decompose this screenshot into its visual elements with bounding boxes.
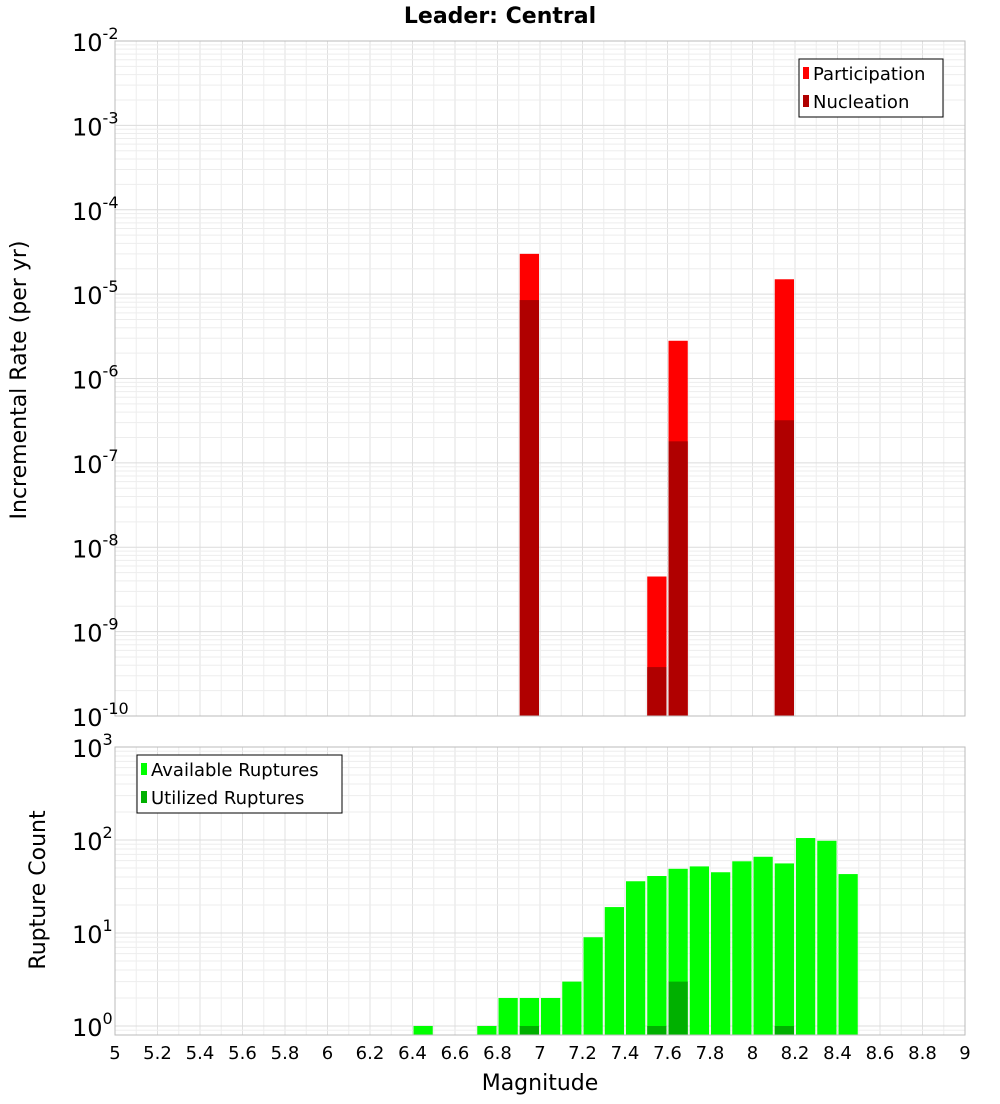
count-bar-available-ruptures xyxy=(541,997,561,1035)
count-bar-available-ruptures xyxy=(689,866,709,1035)
rate-y-tick-label: 10-7 xyxy=(72,446,119,479)
x-tick-label: 5 xyxy=(109,1043,120,1064)
rate-bars xyxy=(519,253,794,716)
rate-legend-swatch xyxy=(803,95,809,107)
rate-y-tick-label: 10-3 xyxy=(72,108,119,141)
bottom-y-axis-label: Rupture Count xyxy=(26,810,51,970)
x-tick-label: 6 xyxy=(322,1043,333,1064)
rate-legend-box xyxy=(798,58,944,118)
count-bar-available-ruptures xyxy=(817,840,837,1035)
count-bar-available-ruptures xyxy=(711,872,731,1035)
rate-bar-nucleation xyxy=(647,667,667,716)
rate-bar-nucleation xyxy=(519,300,539,716)
x-tick-label: 6.4 xyxy=(398,1043,427,1064)
rate-y-tick-label: 10-2 xyxy=(72,24,119,57)
x-tick-label: 8.2 xyxy=(781,1043,810,1064)
top-y-axis-label: Incremental Rate (per yr) xyxy=(7,241,32,520)
count-bar-available-ruptures xyxy=(583,937,603,1035)
x-tick-label: 6.2 xyxy=(356,1043,385,1064)
rate-plot-border xyxy=(114,40,966,717)
x-axis-label: Magnitude xyxy=(482,1071,599,1096)
count-y-tick-label: 101 xyxy=(72,916,113,949)
x-tick-label: 6.8 xyxy=(483,1043,512,1064)
count-bar-available-ruptures xyxy=(732,861,752,1035)
rate-y-tick-label: 10-6 xyxy=(72,362,119,395)
count-bar-utilized-ruptures xyxy=(647,1025,667,1035)
x-ticks: 5 5.2 5.4 5.6 5.8 6 6.2 6.4 6.6 6.8 7 7.2 7.4 7.6 7.8 8… xyxy=(109,1043,970,1064)
x-tick-label: 8.6 xyxy=(866,1043,895,1064)
rate-legend-label: Participation xyxy=(813,64,925,85)
x-tick-label: 5.4 xyxy=(186,1043,215,1064)
rate-y-tick-label: 10-5 xyxy=(72,277,119,310)
count-bar-available-ruptures xyxy=(413,1025,433,1035)
x-tick-label: 5.6 xyxy=(228,1043,257,1064)
count-bar-available-ruptures xyxy=(796,838,816,1035)
x-tick-label: 7.2 xyxy=(568,1043,597,1064)
count-legend-box xyxy=(136,754,343,814)
x-tick-label: 7.4 xyxy=(611,1043,640,1064)
rate-legend: Participation Nucleation xyxy=(798,58,944,118)
count-bar-utilized-ruptures xyxy=(519,1025,539,1035)
count-bar-available-ruptures xyxy=(753,856,773,1035)
rate-legend-label: Nucleation xyxy=(813,92,909,113)
x-tick-label: 5.8 xyxy=(271,1043,300,1064)
count-plot-border xyxy=(114,746,966,1036)
rate-legend-swatch xyxy=(803,67,809,79)
count-bar-available-ruptures xyxy=(626,881,646,1035)
rate-y-tick-label: 10-9 xyxy=(72,615,119,648)
count-bar-available-ruptures xyxy=(774,863,794,1035)
rate-panel: 10-10 10-9 10-8 10-7 10-6 10-5 10-4 10-3 10-2 Par… xyxy=(72,24,966,732)
x-tick-label: 9 xyxy=(959,1043,970,1064)
x-tick-label: 8 xyxy=(747,1043,758,1064)
count-legend-swatch xyxy=(141,791,147,803)
rate-bar-nucleation xyxy=(774,420,794,716)
x-tick-label: 7.6 xyxy=(653,1043,682,1064)
count-legend-label: Available Ruptures xyxy=(151,760,319,781)
rate-y-tick-label: 10-8 xyxy=(72,530,119,563)
count-panel: 100 101 102 103 5 5.2 5.4 5.6 5.8 6 6.2 6.4 6.6 6.8 7 7… xyxy=(72,730,971,1064)
count-bar-available-ruptures xyxy=(562,981,582,1035)
count-y-tick-label: 100 xyxy=(72,1009,113,1042)
count-bars xyxy=(413,838,858,1035)
count-bar-utilized-ruptures xyxy=(668,981,688,1035)
x-tick-label: 7.8 xyxy=(696,1043,725,1064)
count-bar-available-ruptures xyxy=(498,997,518,1035)
x-tick-label: 8.8 xyxy=(908,1043,937,1064)
count-bar-utilized-ruptures xyxy=(774,1025,794,1035)
chart-title: Leader: Central xyxy=(404,4,596,29)
rate-y-tick-label: 10-10 xyxy=(72,699,129,732)
rate-y-tick-label: 10-4 xyxy=(72,193,119,226)
count-legend-swatch xyxy=(141,763,147,775)
x-tick-label: 6.6 xyxy=(441,1043,470,1064)
rate-bar-nucleation xyxy=(668,441,688,716)
count-bar-available-ruptures xyxy=(647,876,667,1035)
rate-y-ticks: 10-10 10-9 10-8 10-7 10-6 10-5 10-4 10-3 10-2 xyxy=(72,24,129,732)
count-bar-available-ruptures xyxy=(519,997,539,1035)
count-bar-available-ruptures xyxy=(838,874,858,1035)
x-tick-label: 7 xyxy=(534,1043,545,1064)
rate-grid xyxy=(114,40,966,717)
count-y-ticks: 100 101 102 103 xyxy=(72,730,113,1042)
count-legend: Available Ruptures Utilized Ruptures xyxy=(136,754,343,814)
count-bar-available-ruptures xyxy=(604,907,624,1035)
count-y-tick-label: 102 xyxy=(72,823,113,856)
count-y-tick-label: 103 xyxy=(72,730,113,763)
x-tick-label: 5.2 xyxy=(143,1043,172,1064)
x-tick-label: 8.4 xyxy=(823,1043,852,1064)
count-legend-label: Utilized Ruptures xyxy=(151,788,304,809)
count-bar-available-ruptures xyxy=(477,1025,497,1035)
